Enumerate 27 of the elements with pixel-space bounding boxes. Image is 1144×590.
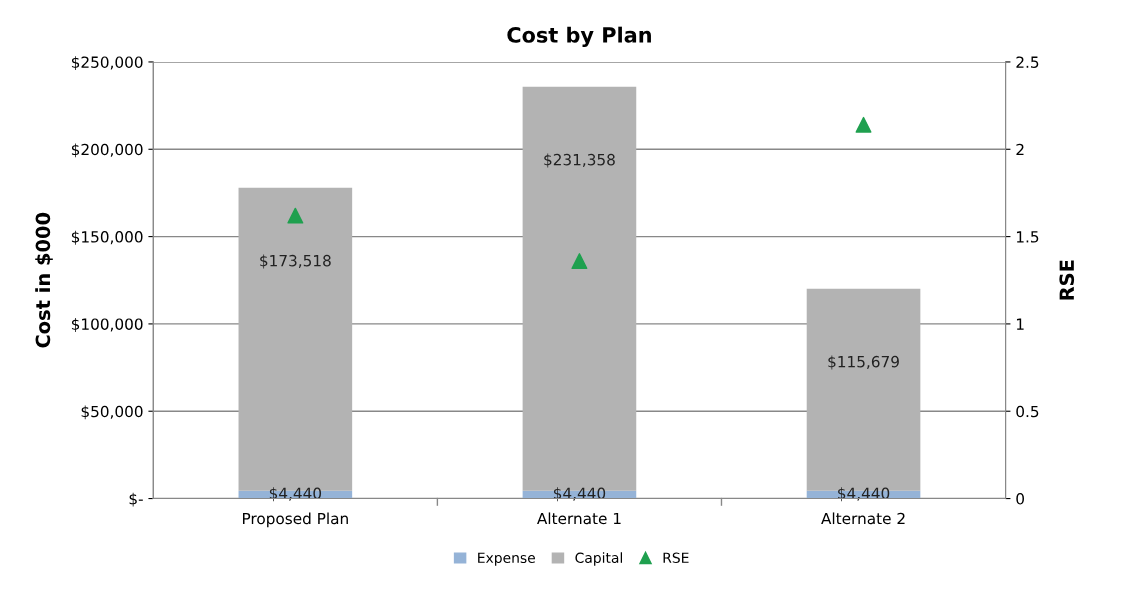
y-tick-label: $100,000 xyxy=(71,318,143,332)
y2-tick-label: 2.5 xyxy=(1016,56,1039,68)
y2-tick-label: 1.5 xyxy=(1016,231,1039,243)
point xyxy=(287,207,304,224)
y-axis-title: Cost in $000 xyxy=(35,212,53,348)
y-tick-label: $50,000 xyxy=(81,405,143,420)
legend-label: Capital xyxy=(575,552,623,566)
y2-tick-label: 2 xyxy=(1016,143,1024,156)
point xyxy=(571,253,588,270)
data-label: $231,358 xyxy=(544,153,615,168)
legend-label: RSE xyxy=(663,552,689,564)
chart-title: Cost by Plan xyxy=(507,26,651,47)
x-tick-label: Alternate 2 xyxy=(821,512,905,525)
x-tick-label: Proposed Plan xyxy=(243,512,348,528)
point xyxy=(855,116,872,133)
data-label: $115,679 xyxy=(828,355,899,370)
y2-tick-label: 1 xyxy=(1016,318,1024,330)
x-tick-label: Alternate 1 xyxy=(537,512,621,525)
y2-tick-label: 0 xyxy=(1016,493,1024,505)
y2-axis-title: RSE xyxy=(1059,260,1075,300)
y-tick-label: $150,000 xyxy=(71,230,143,245)
y-tick-label: $200,000 xyxy=(71,143,143,158)
y2-tick-label: 0.5 xyxy=(1016,405,1039,418)
y-tick-label: $250,000 xyxy=(71,56,143,70)
legend-label: Expense xyxy=(478,552,535,566)
y-tick-label: $- xyxy=(129,492,143,507)
data-label: $173,518 xyxy=(260,254,331,269)
